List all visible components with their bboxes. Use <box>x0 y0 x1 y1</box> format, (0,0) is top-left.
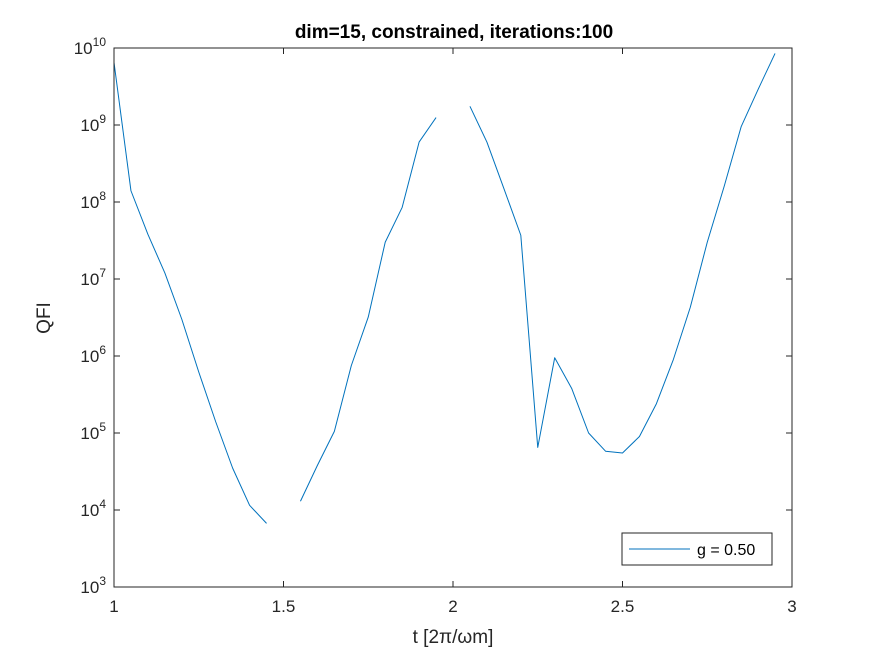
y-tick-label: 107 <box>80 266 106 289</box>
legend: g = 0.50 <box>621 532 773 566</box>
series-line-segment-1 <box>113 62 267 524</box>
legend-entry-label: g = 0.50 <box>697 542 755 559</box>
y-tick-label: 109 <box>80 112 106 135</box>
x-tick-label: 1 <box>109 597 118 616</box>
x-tick-label: 2 <box>448 597 457 616</box>
x-tick-label: 2.5 <box>611 597 635 616</box>
x-tick-label: 3 <box>787 597 796 616</box>
y-tick-label: 105 <box>80 420 106 443</box>
y-tick-label: 104 <box>80 497 106 520</box>
y-axis-label: QFI <box>34 302 55 334</box>
y-tick-label: 108 <box>80 189 106 212</box>
y-tick-label: 103 <box>80 574 106 597</box>
chart-title: dim=15, constrained, iterations:100 <box>295 22 613 43</box>
y-tick-label: 106 <box>80 343 106 366</box>
series-line-segment-2 <box>299 117 437 502</box>
axes-background <box>114 48 792 587</box>
y-ticks: 103 104 105 106 107 108 109 1010 <box>74 35 792 597</box>
x-ticks: 1 1.5 2 2.5 3 <box>109 48 797 616</box>
plot-area: 1 1.5 2 2.5 3 103 104 105 106 107 108 109 1010 <box>74 35 797 616</box>
series-line-segment-3 <box>469 53 776 454</box>
x-axis-label: t [2π/ωm] <box>413 627 494 648</box>
x-tick-label: 1.5 <box>272 597 296 616</box>
y-tick-label: 1010 <box>74 35 107 58</box>
axes-box <box>113 47 793 588</box>
series-lines <box>113 53 776 524</box>
